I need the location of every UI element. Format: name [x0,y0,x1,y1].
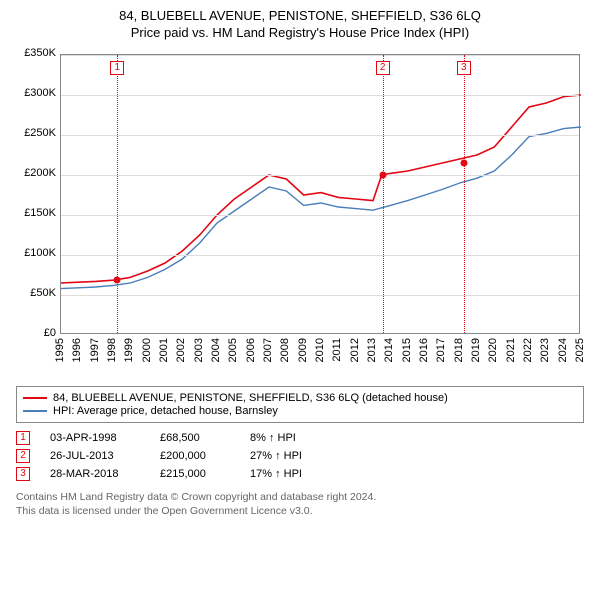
legend-swatch [23,397,47,399]
x-axis-label: 2013 [366,338,378,362]
y-axis-label: £100K [12,247,56,259]
x-axis-label: 2017 [435,338,447,362]
x-axis-label: 2005 [227,338,239,362]
chart-subtitle: Price paid vs. HM Land Registry's House … [12,25,588,40]
x-axis-label: 2018 [453,338,465,362]
x-axis-label: 2002 [175,338,187,362]
line-series-svg [61,55,581,335]
event-price: £68,500 [160,432,230,444]
event-marker-box: 1 [16,431,30,445]
x-axis-label: 1995 [54,338,66,362]
series-hpi [61,127,581,289]
x-axis-label: 2010 [314,338,326,362]
event-price: £200,000 [160,450,230,462]
event-table: 1 03-APR-1998 £68,500 8% ↑ HPI 2 26-JUL-2013 £… [16,431,584,481]
legend-row: HPI: Average price, detached house, Barn… [23,405,577,417]
legend: 84, BLUEBELL AVENUE, PENISTONE, SHEFFIEL… [16,386,584,423]
x-axis-label: 2022 [522,338,534,362]
legend-label: HPI: Average price, detached house, Barn… [53,405,278,417]
marker-line-2 [383,55,384,333]
event-price: £215,000 [160,468,230,480]
x-axis-label: 2011 [331,338,343,362]
y-axis-label: £350K [12,47,56,59]
x-axis-label: 1996 [71,338,83,362]
marker-line-1 [117,55,118,333]
footer-attribution: Contains HM Land Registry data © Crown c… [16,491,584,518]
x-axis-label: 1997 [89,338,101,362]
x-axis-label: 2016 [418,338,430,362]
x-axis-label: 2023 [539,338,551,362]
x-axis-label: 2020 [487,338,499,362]
event-hpi: 8% ↑ HPI [250,432,330,444]
marker-dot-2 [379,172,386,179]
x-axis-label: 2019 [470,338,482,362]
x-axis-label: 2025 [574,338,586,362]
chart-area: 1 2 3 £0 £50K £100K £150K £200K £250K £300K £350K… [12,48,588,378]
marker-box-2: 2 [376,61,390,75]
x-axis-label: 2004 [210,338,222,362]
legend-label: 84, BLUEBELL AVENUE, PENISTONE, SHEFFIEL… [53,392,448,404]
x-axis-label: 2001 [158,338,170,362]
event-date: 28-MAR-2018 [50,468,140,480]
x-axis-label: 2014 [383,338,395,362]
footer-line-1: Contains HM Land Registry data © Crown c… [16,491,584,505]
marker-dot-3 [460,160,467,167]
x-axis-label: 2008 [279,338,291,362]
event-marker-box: 3 [16,467,30,481]
event-marker-box: 2 [16,449,30,463]
y-axis-label: £0 [12,327,56,339]
x-axis-label: 2009 [297,338,309,362]
chart-title: 84, BLUEBELL AVENUE, PENISTONE, SHEFFIEL… [12,8,588,23]
x-axis-label: 2012 [349,338,361,362]
x-axis-label: 1998 [106,338,118,362]
event-date: 26-JUL-2013 [50,450,140,462]
plot-region: 1 2 3 [60,54,580,334]
marker-dot-1 [114,277,121,284]
legend-row: 84, BLUEBELL AVENUE, PENISTONE, SHEFFIEL… [23,392,577,404]
x-axis-label: 1999 [123,338,135,362]
y-axis-label: £200K [12,167,56,179]
y-axis-label: £250K [12,127,56,139]
event-hpi: 17% ↑ HPI [250,468,330,480]
y-axis-label: £50K [12,287,56,299]
y-axis-label: £300K [12,87,56,99]
marker-line-3 [464,55,465,333]
y-axis-label: £150K [12,207,56,219]
event-row: 1 03-APR-1998 £68,500 8% ↑ HPI [16,431,584,445]
x-axis-label: 2003 [193,338,205,362]
x-axis-label: 2007 [262,338,274,362]
footer-line-2: This data is licensed under the Open Gov… [16,505,584,519]
chart-container: 84, BLUEBELL AVENUE, PENISTONE, SHEFFIEL… [0,0,600,526]
event-row: 2 26-JUL-2013 £200,000 27% ↑ HPI [16,449,584,463]
marker-box-1: 1 [110,61,124,75]
marker-box-3: 3 [457,61,471,75]
x-axis-label: 2015 [401,338,413,362]
event-row: 3 28-MAR-2018 £215,000 17% ↑ HPI [16,467,584,481]
legend-swatch [23,410,47,412]
event-hpi: 27% ↑ HPI [250,450,330,462]
x-axis-label: 2006 [245,338,257,362]
x-axis-label: 2024 [557,338,569,362]
x-axis-label: 2021 [505,338,517,362]
x-axis-label: 2000 [141,338,153,362]
event-date: 03-APR-1998 [50,432,140,444]
